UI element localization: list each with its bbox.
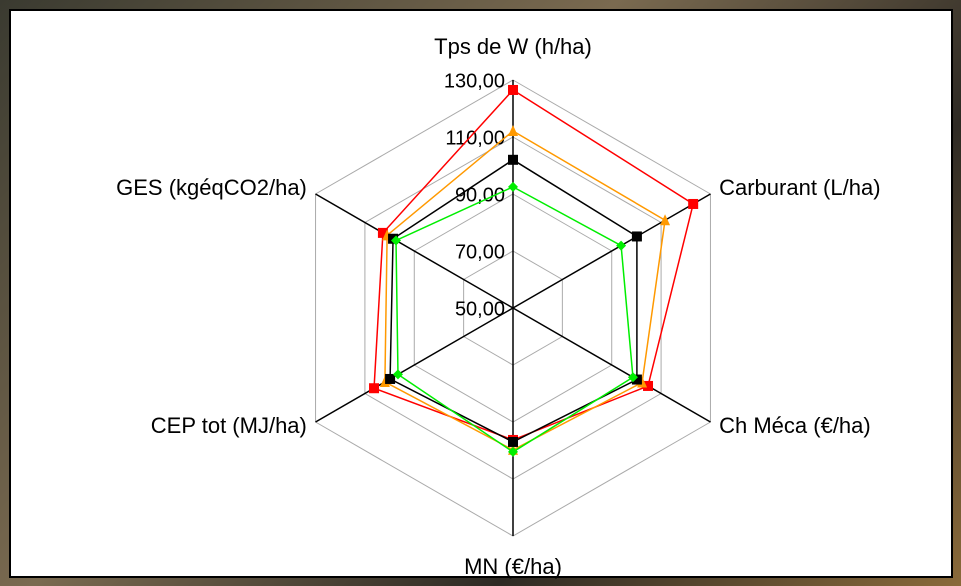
axis-label: MN (€/ha): [464, 554, 562, 579]
plot-background: [10, 10, 952, 577]
r-tick-label: 50,00: [455, 298, 505, 320]
axis-label: Carburant (L/ha): [719, 175, 880, 200]
axis-label: Ch Méca (€/ha): [719, 413, 871, 438]
page: Tps de W (h/ha) Carburant (L/ha) Ch Méca (…: [0, 0, 961, 586]
marker: [508, 85, 518, 95]
r-tick-label: 70,00: [455, 241, 505, 263]
axis-label: GES (kgéqCO2/ha): [116, 175, 307, 200]
marker: [508, 155, 518, 165]
marker: [688, 199, 698, 209]
axis-label: Tps de W (h/ha): [434, 34, 592, 59]
marker: [508, 437, 518, 447]
marker: [385, 374, 395, 384]
r-tick-label: 130,00: [444, 70, 505, 92]
marker: [632, 231, 642, 241]
r-tick-label: 90,00: [455, 184, 505, 206]
axis-label: CEP tot (MJ/ha): [151, 413, 307, 438]
marker: [369, 383, 379, 393]
chart: Tps de W (h/ha) Carburant (L/ha) Ch Méca (…: [0, 0, 961, 586]
